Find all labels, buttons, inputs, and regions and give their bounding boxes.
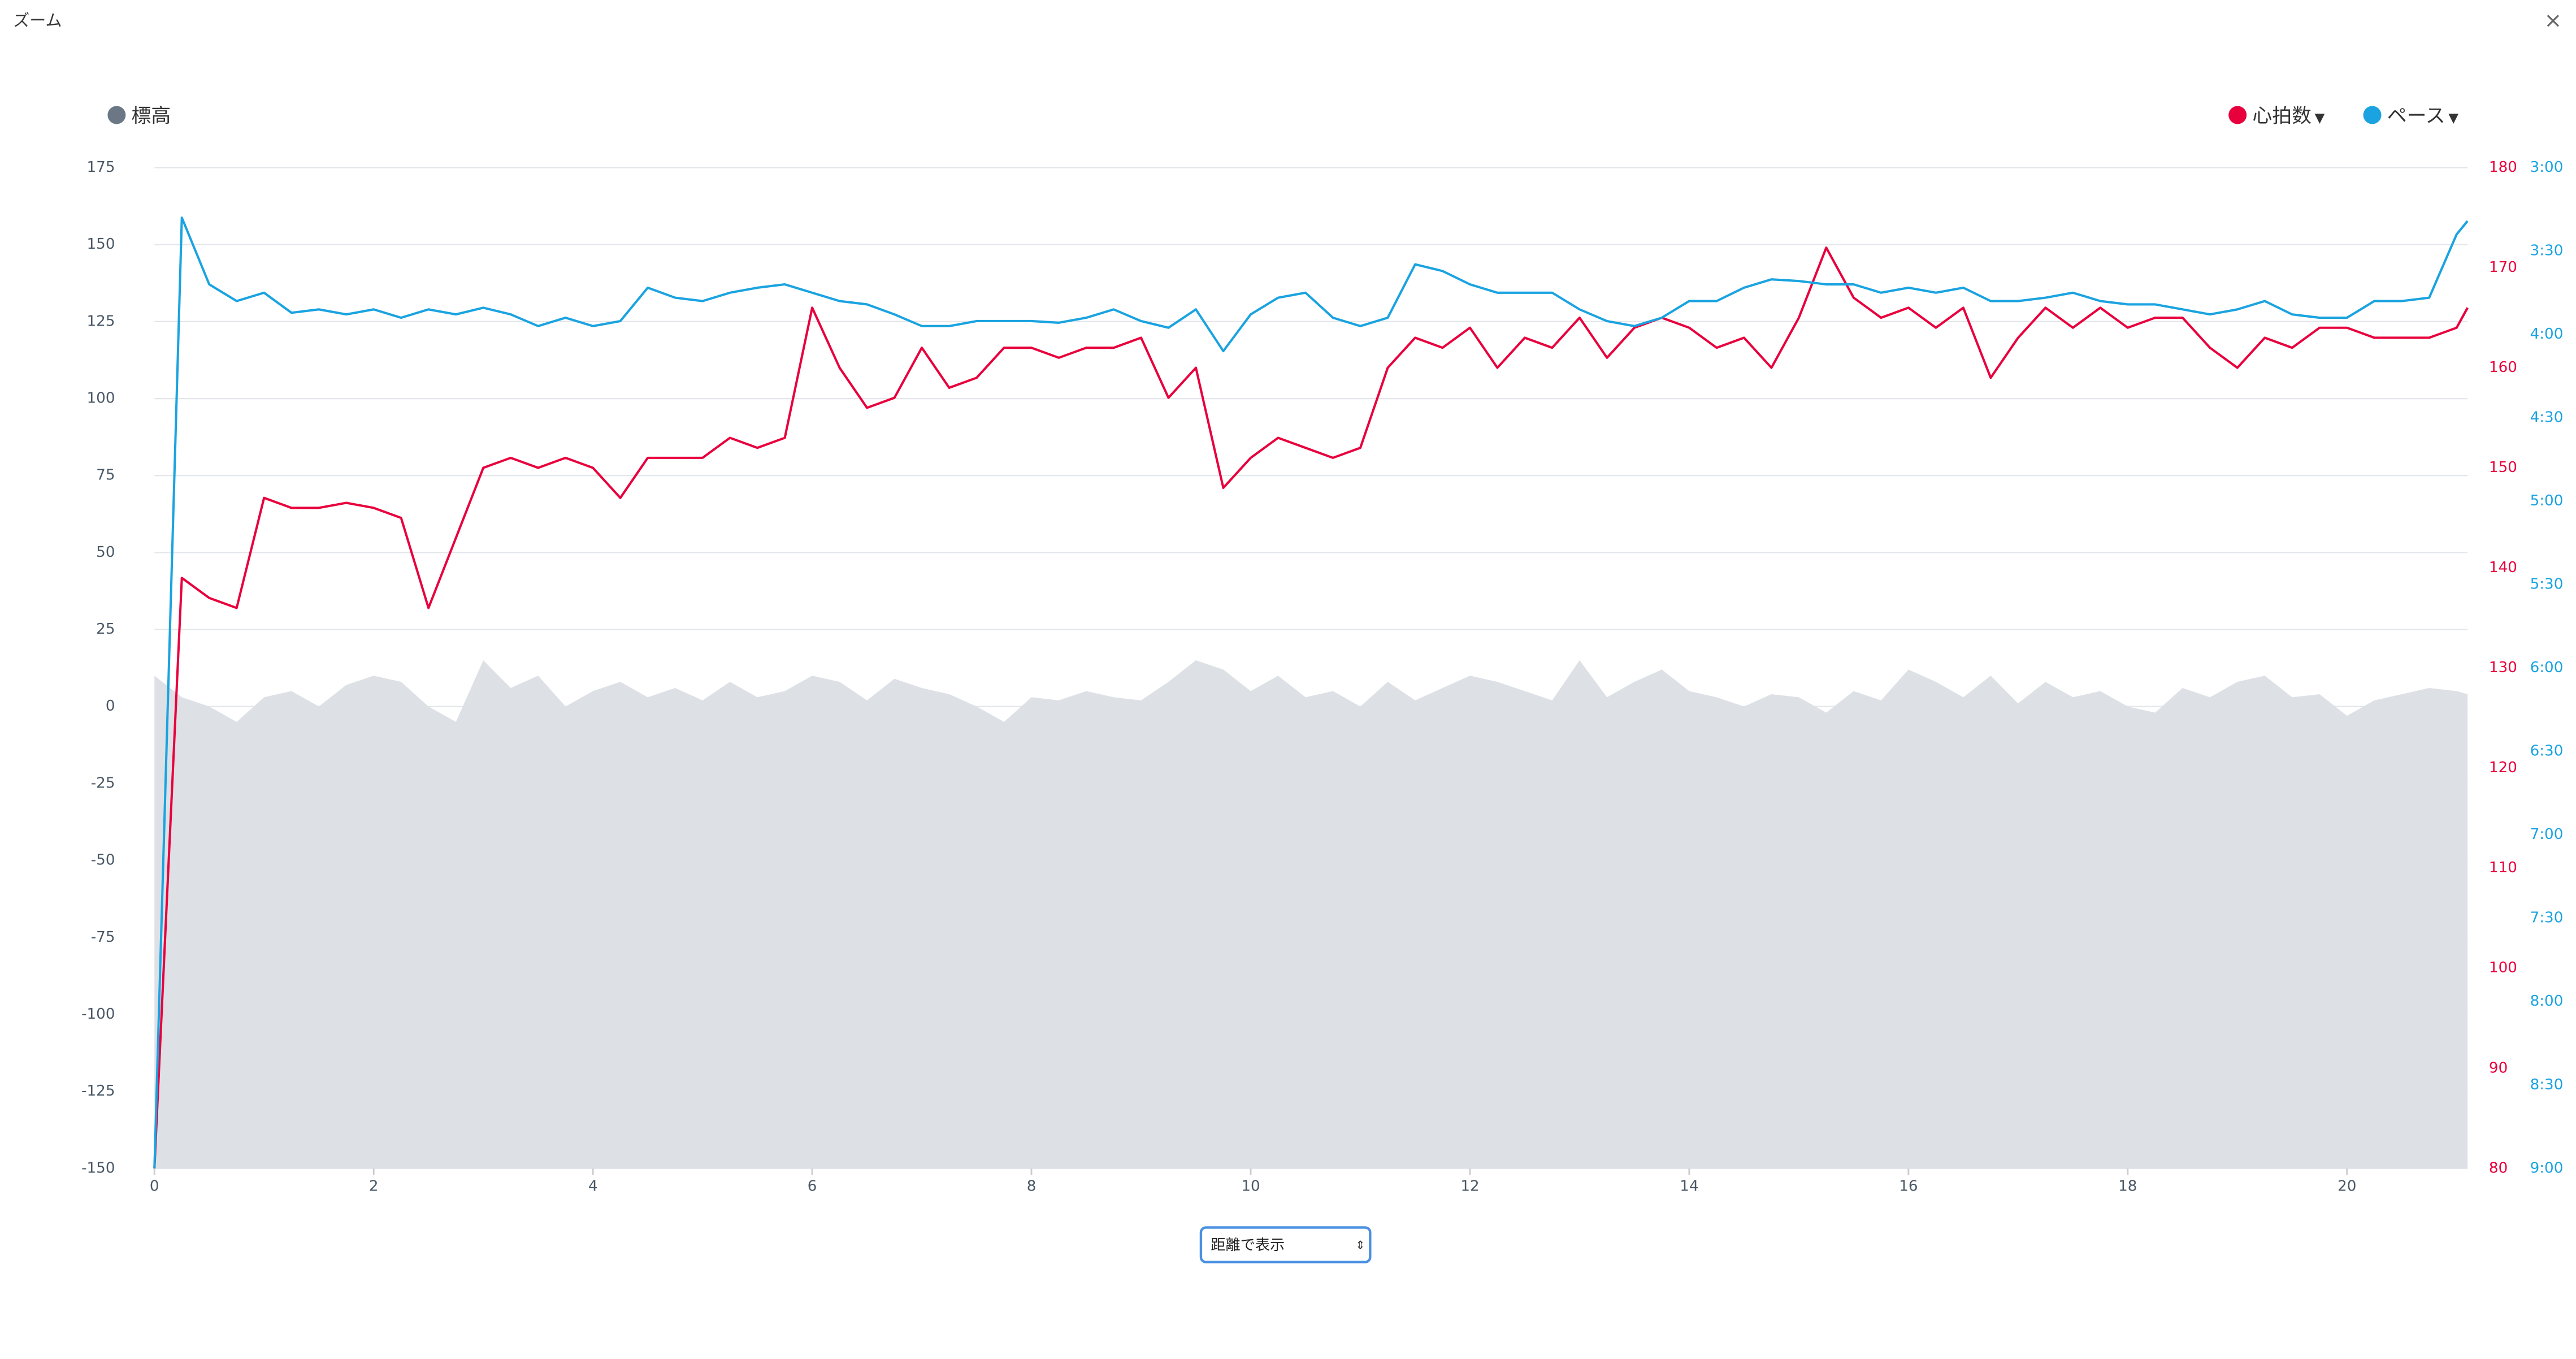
y3-tick-label: 3:30 <box>2530 243 2564 259</box>
legend-arrow[interactable]: ▼ <box>2315 110 2325 125</box>
y2-tick-label: 160 <box>2489 359 2517 376</box>
y2-tick-label: 180 <box>2489 159 2517 176</box>
y-tick-label: 75 <box>96 467 115 484</box>
y2-tick-label: 130 <box>2489 659 2517 676</box>
y2-tick-label: 120 <box>2489 759 2517 776</box>
x-tick-label: 10 <box>1241 1178 1260 1194</box>
x-tick-label: 18 <box>2118 1178 2137 1194</box>
select-label[interactable]: 距離で表示 <box>1211 1237 1285 1254</box>
x-tick-label: 14 <box>1680 1178 1698 1194</box>
dialog-title: ズーム <box>13 11 62 30</box>
y3-tick-label: 7:30 <box>2530 910 2564 927</box>
x-tick-label: 8 <box>1027 1178 1037 1194</box>
legend-arrow[interactable]: ▼ <box>2448 110 2458 125</box>
y-tick-label: -150 <box>81 1159 115 1176</box>
legend-label[interactable]: 標高 <box>132 105 171 127</box>
legend-label[interactable]: 心拍数 <box>2252 105 2312 127</box>
elevation-area <box>154 660 2468 1168</box>
y-tick-label: 100 <box>87 390 115 407</box>
legend-item[interactable]: ペース ▼ <box>2363 105 2459 127</box>
legend-dot[interactable] <box>2228 106 2247 124</box>
y3-tick-label: 6:00 <box>2530 659 2564 676</box>
x-tick-label: 16 <box>1899 1178 1918 1194</box>
y3-tick-label: 7:00 <box>2530 826 2564 843</box>
legend-item[interactable]: 標高 <box>107 105 171 127</box>
y-tick-label: 0 <box>106 698 115 715</box>
x-tick-label: 0 <box>150 1178 159 1194</box>
view-select[interactable]: 距離で表示 ⇕ <box>1199 1226 1372 1263</box>
y2-tick-label: 80 <box>2489 1159 2508 1176</box>
select-box[interactable] <box>1199 1226 1372 1263</box>
y-tick-label: -100 <box>81 1006 115 1023</box>
y-tick-label: 50 <box>96 544 115 561</box>
close-button[interactable]: × <box>2544 7 2562 32</box>
legend-label[interactable]: ペース <box>2387 105 2445 127</box>
y3-tick-label: 4:30 <box>2530 409 2564 426</box>
y2-tick-label: 150 <box>2489 459 2517 476</box>
select-arrow[interactable]: ⇕ <box>1355 1238 1365 1252</box>
x-tick-label: 20 <box>2338 1178 2356 1194</box>
y-tick-label: -25 <box>91 774 115 791</box>
y3-tick-label: 8:00 <box>2530 993 2564 1010</box>
y3-tick-label: 6:30 <box>2530 743 2564 760</box>
y-tick-label: 150 <box>87 236 115 253</box>
y2-tick-label: 110 <box>2489 859 2517 876</box>
x-tick-label: 12 <box>1460 1178 1479 1194</box>
legend-dot[interactable] <box>2363 106 2382 124</box>
y-tick-label: -125 <box>81 1083 115 1100</box>
y2-tick-label: 90 <box>2489 1059 2508 1076</box>
legend-dot[interactable] <box>107 106 126 124</box>
y2-tick-label: 170 <box>2489 259 2517 276</box>
legend-item[interactable]: 心拍数 ▼ <box>2228 105 2325 127</box>
y-tick-label: 25 <box>96 621 115 638</box>
y2-tick-label: 140 <box>2489 559 2517 576</box>
series-line <box>153 216 2469 1168</box>
y3-tick-label: 3:00 <box>2530 159 2564 176</box>
y3-tick-label: 8:30 <box>2530 1076 2564 1093</box>
y2-tick-label: 100 <box>2489 959 2517 976</box>
y-tick-label: 175 <box>87 159 115 176</box>
y-tick-label: -75 <box>91 929 115 946</box>
x-tick-label: 2 <box>369 1178 379 1194</box>
series-line <box>153 246 2469 1168</box>
y3-tick-label: 4:00 <box>2530 326 2564 343</box>
x-tick-label: 4 <box>588 1178 598 1194</box>
y3-tick-label: 5:00 <box>2530 492 2564 509</box>
y-tick-label: 125 <box>87 313 115 330</box>
x-tick-label: 6 <box>808 1178 817 1194</box>
y3-tick-label: 5:30 <box>2530 576 2564 593</box>
y3-tick-label: 9:00 <box>2530 1159 2564 1176</box>
y-tick-label: -50 <box>91 852 115 869</box>
